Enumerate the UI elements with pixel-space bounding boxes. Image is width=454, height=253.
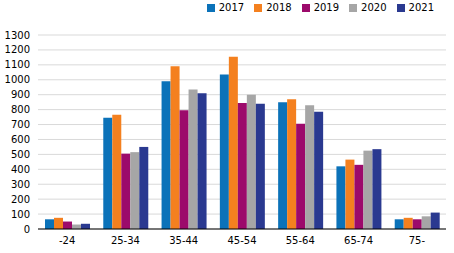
svg-text:200: 200 bbox=[11, 194, 30, 205]
svg-text:900: 900 bbox=[11, 89, 30, 100]
svg-text:75-: 75- bbox=[409, 235, 426, 246]
html-text:2018: 2018 bbox=[266, 2, 292, 13]
svg-text:1100: 1100 bbox=[8, 59, 30, 70]
svg-text:1300: 1300 bbox=[8, 30, 30, 41]
html-text:2020: 2020 bbox=[361, 2, 387, 13]
svg-text:35-44: 35-44 bbox=[169, 235, 198, 246]
svg-text:55-64: 55-64 bbox=[286, 235, 315, 246]
html-text:2019: 2019 bbox=[313, 2, 340, 13]
svg-text:45-54: 45-54 bbox=[227, 235, 256, 246]
html-text:2017: 2017 bbox=[218, 2, 245, 13]
svg-text:100: 100 bbox=[11, 209, 30, 220]
svg-text:400: 400 bbox=[11, 164, 30, 175]
svg-text:500: 500 bbox=[11, 149, 30, 160]
svg-text:-24: -24 bbox=[59, 235, 75, 246]
svg-text:600: 600 bbox=[11, 134, 30, 145]
svg-text:1200: 1200 bbox=[8, 44, 30, 55]
svg-text:700: 700 bbox=[11, 119, 30, 130]
svg-text:1000: 1000 bbox=[8, 74, 30, 85]
svg-text:300: 300 bbox=[11, 179, 30, 190]
svg-text:65-74: 65-74 bbox=[344, 235, 373, 246]
html-text:2021: 2021 bbox=[408, 2, 434, 13]
svg-text:800: 800 bbox=[11, 104, 30, 115]
svg-text:0: 0 bbox=[24, 224, 30, 235]
svg-text:25-34: 25-34 bbox=[111, 235, 140, 246]
